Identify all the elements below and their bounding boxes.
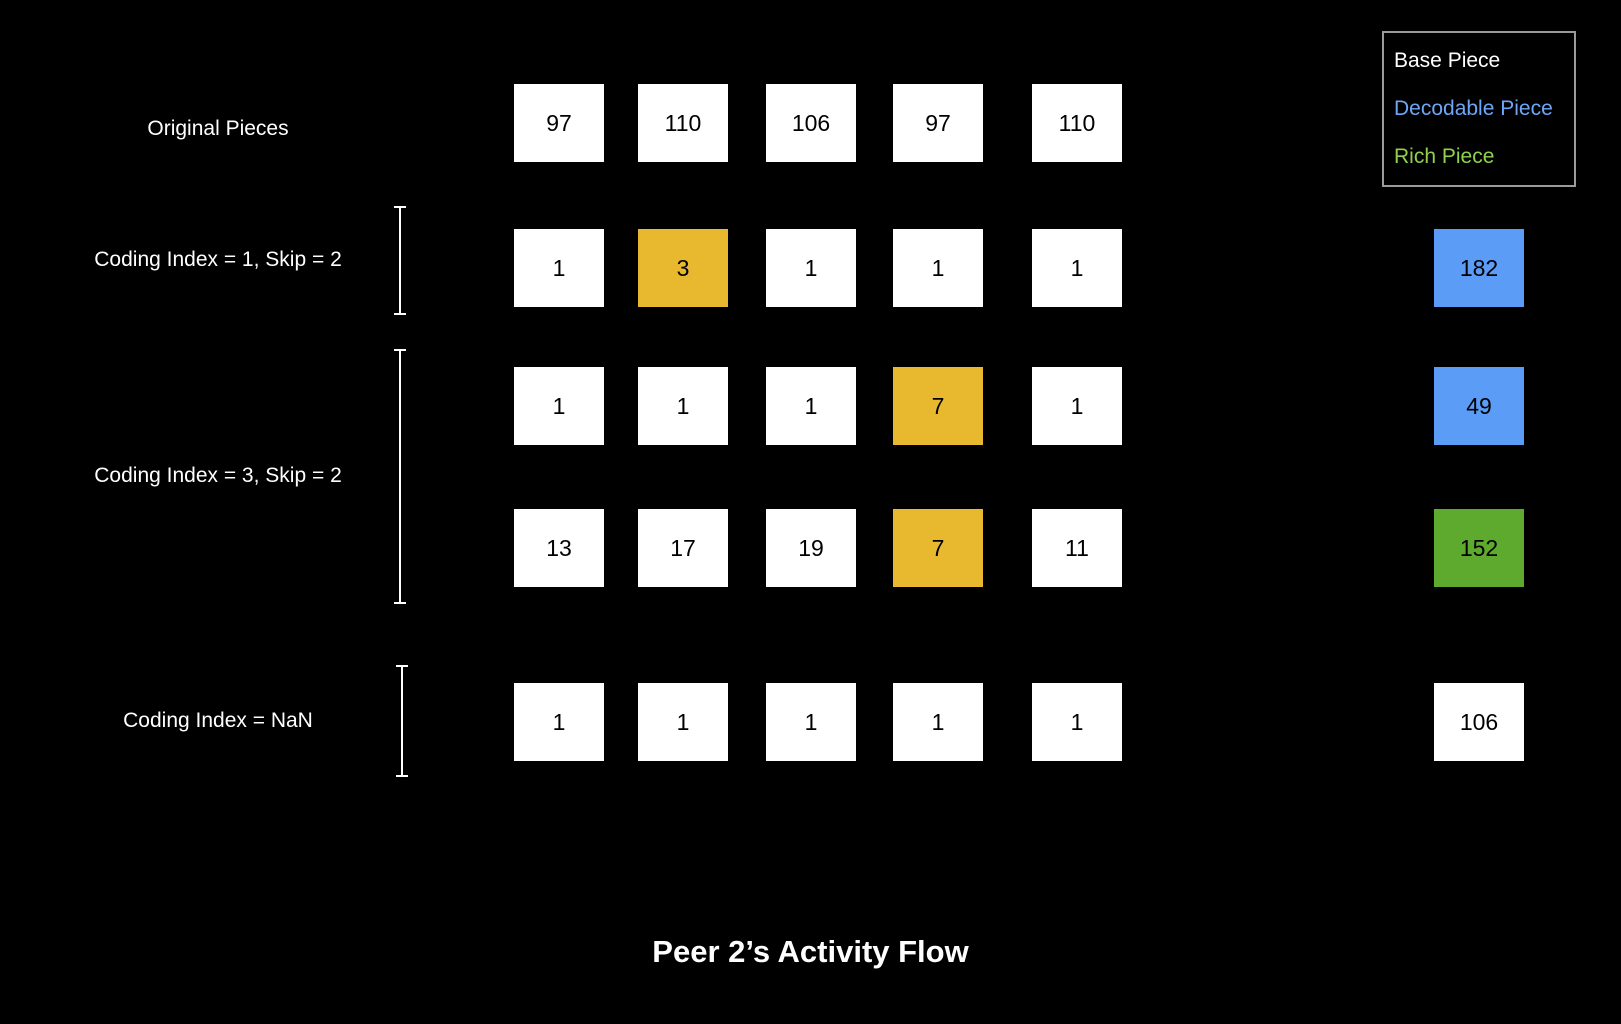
piece-cell-row5-col2: 1 [638, 683, 728, 761]
legend-decodable-piece: Decodable Piece [1394, 97, 1553, 120]
result-piece-row3: 49 [1434, 367, 1524, 445]
piece-cell-row2-col3: 1 [766, 229, 856, 307]
piece-cell-row4-col5: 11 [1032, 509, 1122, 587]
label-coding-index-3: Coding Index = 3, Skip = 2 [94, 464, 342, 487]
piece-cell-row3-col4: 7 [893, 367, 983, 445]
piece-cell-row4-col2: 17 [638, 509, 728, 587]
result-piece-row5: 106 [1434, 683, 1524, 761]
legend-box: Base Piece Decodable Piece Rich Piece [1382, 31, 1576, 187]
piece-cell-row1-col4: 97 [893, 84, 983, 162]
result-piece-row2: 182 [1434, 229, 1524, 307]
bracket-coding-index-nan [396, 665, 408, 777]
piece-cell-row1-col5: 110 [1032, 84, 1122, 162]
piece-cell-row4-col4: 7 [893, 509, 983, 587]
piece-cell-row5-col4: 1 [893, 683, 983, 761]
piece-cell-row5-col1: 1 [514, 683, 604, 761]
piece-cell-row2-col1: 1 [514, 229, 604, 307]
piece-cell-row3-col1: 1 [514, 367, 604, 445]
bracket-coding-index-1 [394, 206, 406, 315]
piece-cell-row3-col2: 1 [638, 367, 728, 445]
piece-cell-row5-col5: 1 [1032, 683, 1122, 761]
piece-cell-row3-col3: 1 [766, 367, 856, 445]
piece-cell-row2-col4: 1 [893, 229, 983, 307]
piece-cell-row5-col3: 1 [766, 683, 856, 761]
piece-cell-row1-col1: 97 [514, 84, 604, 162]
result-piece-row4: 152 [1434, 509, 1524, 587]
label-coding-index-1: Coding Index = 1, Skip = 2 [94, 248, 342, 271]
diagram-title: Peer 2’s Activity Flow [652, 934, 969, 969]
piece-cell-row4-col1: 13 [514, 509, 604, 587]
label-original-pieces: Original Pieces [147, 117, 289, 140]
legend-rich-piece: Rich Piece [1394, 145, 1495, 168]
piece-cell-row3-col5: 1 [1032, 367, 1122, 445]
legend-base-piece: Base Piece [1394, 49, 1501, 72]
bracket-coding-index-3 [394, 349, 406, 604]
piece-cell-row2-col2: 3 [638, 229, 728, 307]
piece-cell-row1-col3: 106 [766, 84, 856, 162]
piece-cell-row1-col2: 110 [638, 84, 728, 162]
piece-cell-row2-col5: 1 [1032, 229, 1122, 307]
piece-cell-row4-col3: 19 [766, 509, 856, 587]
label-coding-index-nan: Coding Index = NaN [123, 709, 313, 732]
